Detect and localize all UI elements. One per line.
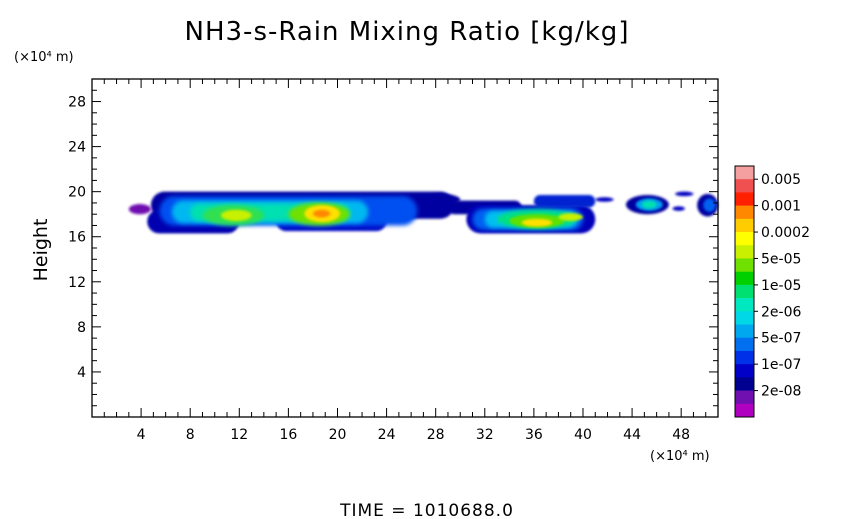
colorbar-swatch	[735, 218, 754, 233]
cloud-layer-left-core	[312, 209, 331, 218]
y-tick-label: 8	[77, 320, 86, 336]
y-tick-label: 16	[68, 230, 86, 246]
cloud-layer-left-core	[220, 209, 252, 221]
y-tick-label: 4	[77, 365, 86, 381]
colorbar-swatch	[735, 337, 754, 352]
colorbar-label: 1e-07	[761, 357, 801, 373]
x-tick-label: 44	[623, 427, 641, 443]
colorbar	[734, 165, 755, 418]
axis-ticks	[92, 79, 718, 417]
colorbar-swatch	[735, 245, 754, 259]
x-tick-label: 48	[672, 427, 690, 443]
x-tick-label: 20	[329, 427, 347, 443]
colorbar-swatch	[735, 258, 754, 272]
colorbar-label: 0.001	[761, 199, 801, 215]
x-tick-label: 28	[427, 427, 445, 443]
cloud-layer-mid-edge	[595, 197, 614, 202]
cloud-layer-mid-outer	[533, 195, 596, 208]
cloud-layer-mid-core	[558, 213, 583, 221]
y-axis-unit: (×10⁴ m)	[14, 50, 74, 65]
mixing-ratio-field	[128, 191, 718, 234]
colorbar-label: 2e-06	[761, 304, 801, 320]
y-tick-labels: 4 8 12 16 20 24 28	[68, 95, 86, 381]
y-tick-label: 20	[68, 185, 86, 201]
colorbar-label: 2e-08	[761, 384, 801, 400]
colorbar-swatch	[735, 390, 754, 405]
colorbar-swatch	[735, 377, 754, 391]
x-tick-label: 4	[137, 427, 146, 443]
colorbar-swatch	[735, 298, 754, 312]
x-tick-label: 40	[574, 427, 592, 443]
colorbar-swatch	[735, 324, 754, 339]
colorbar-label: 1e-05	[761, 278, 801, 294]
colorbar-swatch	[735, 205, 754, 220]
colorbar-swatch	[735, 403, 754, 418]
colorbar-swatch	[735, 311, 754, 325]
colorbar-swatch	[735, 232, 754, 246]
colorbar-label: 0.0002	[761, 225, 810, 241]
colorbar-swatch	[735, 271, 754, 286]
colorbar-label: 0.005	[761, 172, 801, 188]
colorbar-swatch	[735, 284, 754, 299]
cloud-layer-right-edge	[675, 191, 694, 197]
y-tick-label: 24	[68, 140, 86, 156]
time-label: TIME = 1010688.0	[339, 501, 514, 519]
x-tick-label: 36	[525, 427, 543, 443]
colorbar-labels: 0.005 0.001 0.0002 5e-05 1e-05 2e-06 5e-07 1e-0…	[754, 172, 810, 400]
cloud-layer-left-edge	[128, 204, 151, 215]
colorbar-label: 5e-07	[761, 331, 801, 347]
cloud-layer-mid-core	[521, 218, 553, 227]
y-tick-label: 12	[68, 275, 86, 291]
chart-title: NH3-s-Rain Mixing Ratio [kg/kg]	[185, 17, 630, 47]
x-tick-label: 32	[476, 427, 494, 443]
colorbar-frame	[734, 165, 755, 418]
x-tick-label: 24	[378, 427, 396, 443]
plot-frame	[91, 78, 719, 418]
cloud-layer-right-inner	[641, 200, 657, 209]
cloud-layer-right-mid	[703, 198, 716, 212]
x-tick-labels: 4 8 12 16 20 24 28 32 36 40 44 48	[137, 427, 690, 443]
colorbar-swatch	[735, 166, 754, 180]
colorbar-label: 5e-05	[761, 251, 801, 267]
cloud-layer-right-edge	[672, 206, 685, 211]
colorbar-swatch	[735, 179, 754, 193]
colorbar-swatch	[735, 192, 754, 206]
x-axis-unit: (×10⁴ m)	[650, 449, 710, 464]
y-axis-label: Height	[30, 219, 52, 282]
x-tick-label: 16	[279, 427, 297, 443]
colorbar-swatch	[735, 350, 754, 365]
y-tick-label: 28	[68, 95, 86, 111]
x-tick-label: 8	[186, 427, 195, 443]
x-tick-label: 12	[230, 427, 248, 443]
colorbar-swatch	[735, 364, 754, 378]
